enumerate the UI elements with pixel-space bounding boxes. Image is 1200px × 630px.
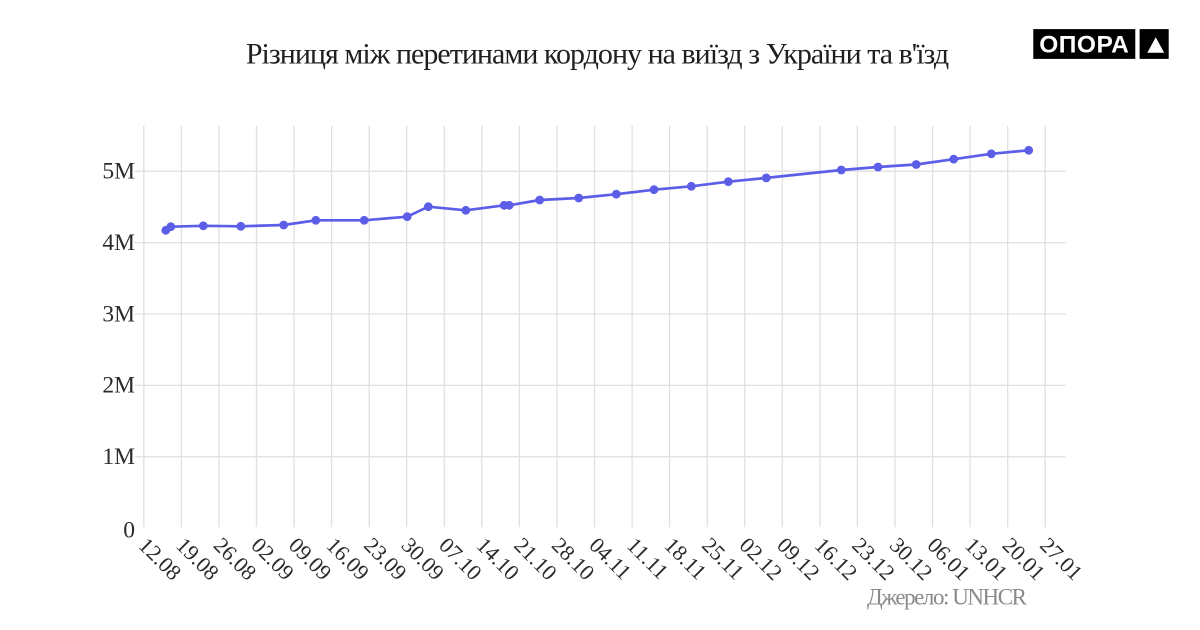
svg-text:0: 0	[123, 517, 135, 543]
svg-text:1M: 1M	[102, 444, 135, 470]
svg-text:2M: 2M	[102, 373, 135, 399]
svg-text:5M: 5M	[102, 159, 135, 185]
svg-text:Різниця між перетинами кордону: Різниця між перетинами кордону на виїзд …	[246, 38, 949, 71]
svg-text:Джерело: UNHCR: Джерело: UNHCR	[867, 584, 1028, 609]
svg-text:ОПОРА: ОПОРА	[1039, 32, 1129, 59]
svg-text:3M: 3M	[102, 301, 135, 327]
svg-text:4M: 4M	[102, 230, 135, 256]
